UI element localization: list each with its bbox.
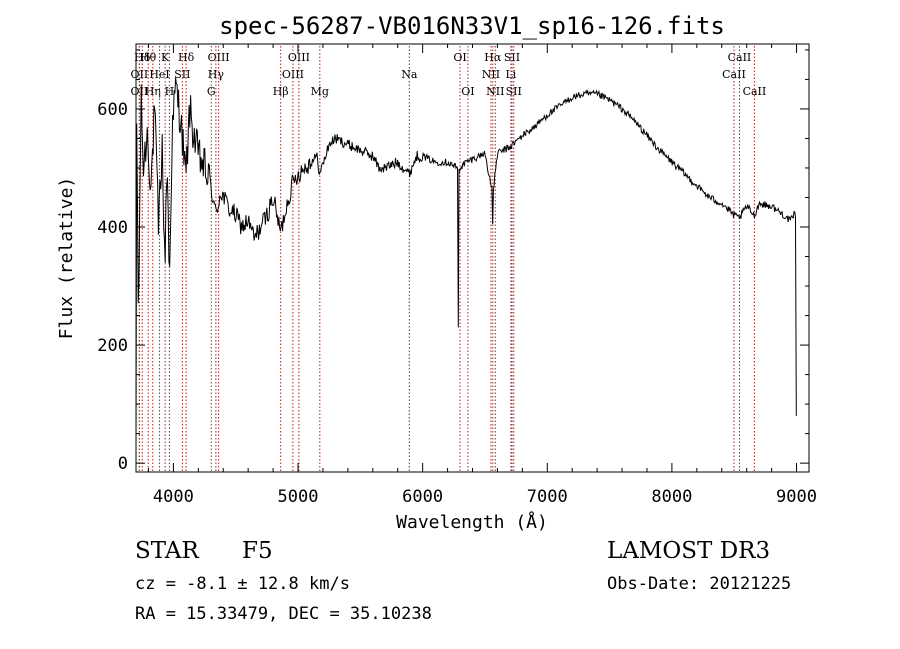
axis-ticks: 4000 5000 6000 7000 8000 9000 0 200 400 600 xyxy=(97,44,817,507)
line-marker-label: Hδ xyxy=(134,51,151,64)
line-marker-label: SII xyxy=(174,68,190,81)
coordinates-text: RA = 15.33479, DEC = 35.10238 xyxy=(135,604,432,624)
obs-date-text: Obs-Date: 20121225 xyxy=(607,574,791,594)
y-tick-label: 0 xyxy=(118,454,128,474)
line-marker-label: Hη xyxy=(145,85,161,98)
line-marker-label: OI xyxy=(461,85,474,98)
x-tick-label: 5000 xyxy=(278,487,319,507)
spectrum-line xyxy=(135,77,797,445)
plot-frame xyxy=(135,43,810,473)
subclass-label: F5 xyxy=(242,538,273,564)
line-marker-label: Mg xyxy=(311,85,329,98)
line-marker-label: Li xyxy=(505,68,516,81)
y-tick-label: 200 xyxy=(97,336,128,356)
line-marker-label: H xyxy=(165,85,175,98)
line-marker-label: CaII xyxy=(743,85,767,98)
line-marker-label: Hα xyxy=(484,51,502,64)
line-marker-label: NII xyxy=(482,68,500,81)
y-tick-label: 600 xyxy=(97,100,128,120)
line-marker-label: OIII xyxy=(208,51,230,64)
line-marker-label: G xyxy=(207,85,216,98)
redshift-value: cz = -8.1 ± 12.8 km/s xyxy=(135,574,350,594)
line-marker-label: Hδ xyxy=(178,51,195,64)
x-tick-label: 9000 xyxy=(776,487,817,507)
line-marker-label: HeI xyxy=(149,68,169,81)
line-marker-label: SII xyxy=(506,85,522,98)
line-marker-label: K xyxy=(161,51,170,64)
line-marker-label: Na xyxy=(401,68,418,81)
x-tick-label: 8000 xyxy=(651,487,692,507)
obs-date-value: Obs-Date: 20121225 xyxy=(607,574,792,594)
class-label: STAR xyxy=(135,538,199,564)
line-marker-label: OIII xyxy=(288,51,310,64)
y-tick-label: 400 xyxy=(97,218,128,238)
line-marker-label: SII xyxy=(504,51,520,64)
redshift-text: cz = -8.1 ± 12.8 km/s xyxy=(135,574,350,594)
line-marker-label: CaII xyxy=(722,68,746,81)
survey-label: LAMOST DR3 xyxy=(607,538,771,564)
survey-name: LAMOST DR3 xyxy=(607,538,770,564)
object-class: STAR xyxy=(135,538,199,564)
line-marker-label: OIII xyxy=(282,68,304,81)
chart-title: spec-56287-VB016N33V1_sp16-126.fits xyxy=(219,12,725,40)
line-marker-label: CaII xyxy=(728,51,752,64)
x-axis-label: Wavelength (Å) xyxy=(396,511,548,533)
line-marker-label: OI xyxy=(453,51,466,64)
x-tick-label: 7000 xyxy=(527,487,568,507)
y-axis-label: Flux (relative) xyxy=(56,177,77,340)
line-marker-label: Hθ xyxy=(140,51,157,64)
coordinates-value: RA = 15.33479, DEC = 35.10238 xyxy=(135,604,432,624)
x-tick-label: 4000 xyxy=(153,487,194,507)
line-marker-label: Hβ xyxy=(273,85,289,98)
x-tick-label: 6000 xyxy=(402,487,443,507)
line-marker-label: NII xyxy=(486,85,504,98)
line-marker-label: OII xyxy=(131,85,149,98)
line-marker-label: Hγ xyxy=(208,68,225,81)
object-subclass: F5 xyxy=(242,538,273,564)
